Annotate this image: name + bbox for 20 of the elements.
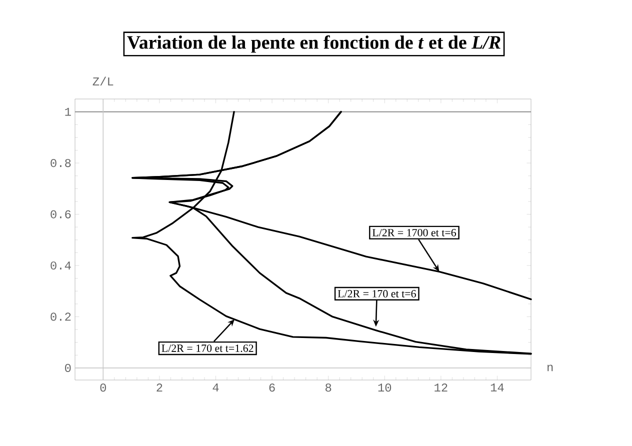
- y-tick-label: 1: [65, 108, 71, 116]
- y-tick-label: 0.6: [50, 210, 71, 218]
- annotation: L/2R = 1700 et t=6: [372, 228, 456, 236]
- x-axis-title: n: [548, 364, 553, 372]
- x-tick-label: 12: [434, 384, 448, 392]
- x-tick-label: 2: [156, 384, 162, 392]
- y-tick-label: 0: [65, 364, 71, 372]
- y-axis-title: Z/L: [92, 76, 114, 86]
- x-tick-label: 8: [326, 384, 332, 392]
- x-tick-label: 6: [269, 384, 275, 392]
- annotation: L/2R = 170 et t=1.62: [162, 344, 254, 352]
- x-tick-label: 10: [378, 384, 392, 392]
- x-tick-label: 0: [100, 384, 106, 392]
- annotation: L/2R = 170 et t=6: [338, 290, 416, 298]
- x-tick-label: 4: [212, 384, 219, 392]
- x-tick-label: 14: [490, 384, 504, 392]
- y-tick-label: 0.4: [50, 261, 71, 270]
- chart-title: Variation de la pente en fonction de t et de L/R: [127, 35, 500, 53]
- y-tick-label: 0.8: [50, 158, 71, 168]
- y-tick-label: 0.2: [50, 312, 71, 321]
